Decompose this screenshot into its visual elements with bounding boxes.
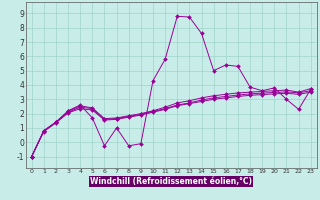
X-axis label: Windchill (Refroidissement éolien,°C): Windchill (Refroidissement éolien,°C) [90, 177, 252, 186]
